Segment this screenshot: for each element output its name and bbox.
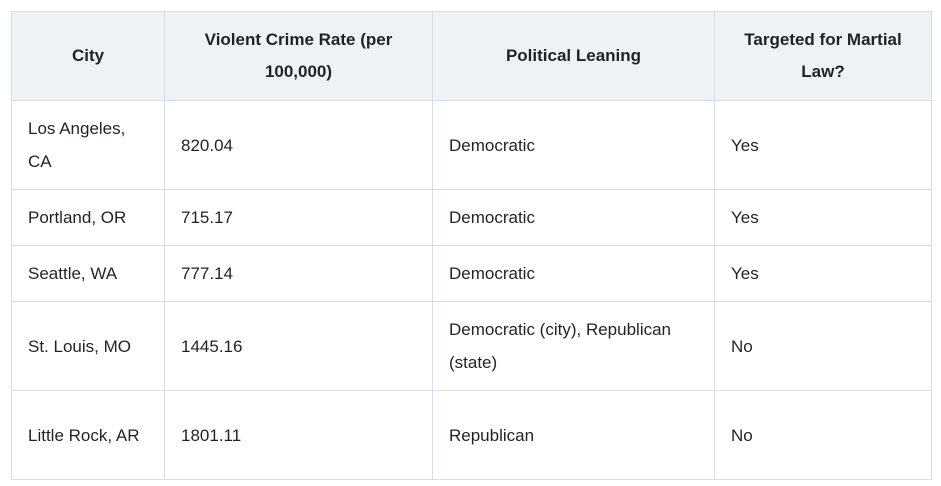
cell-targeted: Yes [714,245,932,302]
header-violent-crime-rate: Violent Crime Rate (per 100,000) [164,11,433,101]
cell-political-leaning: Democratic [432,189,715,246]
cell-political-leaning: Democratic [432,100,715,190]
table-row: Portland, OR 715.17 Democratic Yes [11,189,932,246]
table-header: City Violent Crime Rate (per 100,000) Po… [11,11,932,101]
cell-crime-rate: 777.14 [164,245,433,302]
header-targeted-for-martial-law: Targeted for Martial Law? [714,11,932,101]
cell-city: Seattle, WA [11,245,165,302]
header-political-leaning: Political Leaning [432,11,715,101]
header-row: City Violent Crime Rate (per 100,000) Po… [11,11,932,101]
cell-city: Portland, OR [11,189,165,246]
data-table: City Violent Crime Rate (per 100,000) Po… [11,11,932,480]
cell-targeted: Yes [714,189,932,246]
cell-crime-rate: 1801.11 [164,390,433,480]
cell-targeted: No [714,390,932,480]
cell-crime-rate: 1445.16 [164,301,433,391]
cell-city: Little Rock, AR [11,390,165,480]
header-city: City [11,11,165,101]
cell-city: St. Louis, MO [11,301,165,391]
data-table-container: City Violent Crime Rate (per 100,000) Po… [11,11,932,480]
table-row: St. Louis, MO 1445.16 Democratic (city),… [11,301,932,391]
cell-targeted: Yes [714,100,932,190]
table-row: Los Angeles, CA 820.04 Democratic Yes [11,100,932,190]
cell-political-leaning: Democratic [432,245,715,302]
table-body: Los Angeles, CA 820.04 Democratic Yes Po… [11,100,932,480]
cell-crime-rate: 715.17 [164,189,433,246]
cell-crime-rate: 820.04 [164,100,433,190]
table-row: Little Rock, AR 1801.11 Republican No [11,390,932,480]
cell-political-leaning: Democratic (city), Republican (state) [432,301,715,391]
cell-political-leaning: Republican [432,390,715,480]
cell-city: Los Angeles, CA [11,100,165,190]
table-row: Seattle, WA 777.14 Democratic Yes [11,245,932,302]
cell-targeted: No [714,301,932,391]
